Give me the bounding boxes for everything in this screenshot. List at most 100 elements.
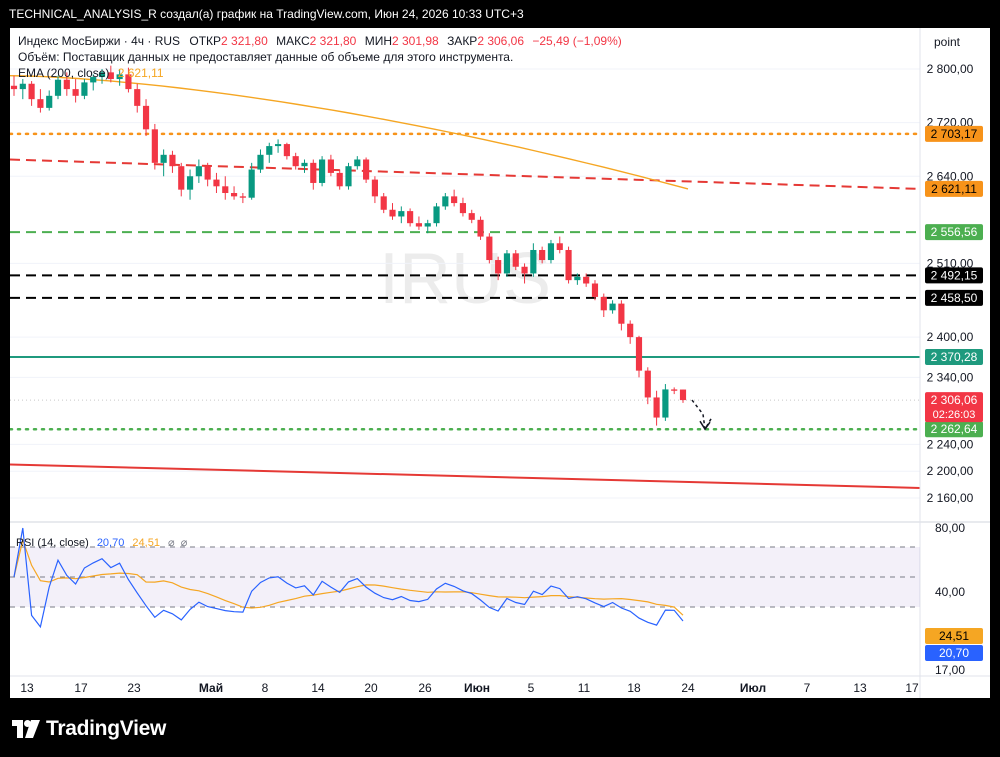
rsi-tick-label: 40,00 [935,585,965,599]
legend-volume-note: Объём: Поставщик данных не предоставляет… [18,50,513,64]
attribution-bar: TECHNICAL_ANALYSIS_R создал(а) график на… [0,0,1000,28]
price-tick-label: 2 200,00 [927,464,974,478]
level-line [10,463,921,489]
level-tags: 2 703,17 2 621,11 2 556,56 2 492,15 2 458,50… [925,125,983,438]
candle-body [46,95,53,108]
brand-name: TradingView [46,717,167,740]
rsi-axis[interactable]: 80,00 40,00 17,00 24,51 20,70 [925,521,983,677]
candle-body [98,72,106,78]
rsi-legend-text: RSI (14, close) 20,70 24,51 ⌀ ⌀ [16,537,188,549]
candle-body [107,72,114,80]
time-tick-label: 17 [905,681,919,695]
time-tick-label: 11 [578,681,591,695]
ema-200-line [10,75,689,190]
price-axis-unit[interactable]: point [934,35,961,49]
candle-body [28,83,35,100]
candle-body [503,253,511,274]
level-tag-label: 2 370,28 [931,350,978,364]
candle-body [239,196,246,198]
time-tick-label: Июн [464,681,490,695]
candle-body [671,389,678,391]
time-axis[interactable]: 13 17 23 Май 8 14 20 26 Июн 5 11 18 24 Июл 7 13 17 [20,681,919,695]
candle-body [363,159,370,180]
chart-panel[interactable]: IRUS point 2 800,00 2 720,00 2 640,00 2 510… [10,28,990,698]
candle-body [19,83,26,90]
rsi-ma-tag-label: 24,51 [939,629,969,643]
time-tick-label: 8 [262,681,269,695]
time-tick-label: 23 [127,681,141,695]
candle-body [274,144,282,147]
level-tag-label: 2 492,15 [931,268,978,282]
time-tick-label: 17 [74,681,88,695]
legend-symbol[interactable]: Индекс МосБиржи · 4ч · RUS ОТКР2 321,80 … [18,34,622,48]
price-tag-value: 2 306,06 [931,393,978,407]
level-tag-label: 2 458,50 [931,291,978,305]
candle-body [618,303,625,324]
candle-body [627,323,634,338]
price-tag-box [925,392,983,423]
time-tick-label: 13 [853,681,867,695]
attribution-text: TECHNICAL_ANALYSIS_R создал(а) график на… [9,7,524,21]
candle-body [125,74,132,90]
current-price-tag: 2 306,06 02:26:03 [925,392,983,423]
candle-body [63,79,70,90]
candle-body [380,196,387,210]
price-tick-label: 2 800,00 [927,62,974,76]
candle-body [160,154,167,163]
candle-body [415,223,423,227]
projection-arrowhead [699,420,711,431]
candle-body [54,79,62,96]
candle-body [451,196,458,204]
candle-body [371,179,378,197]
level-tag-label: 2 621,11 [931,182,977,196]
time-tick-label: 18 [627,681,641,695]
candle-body [151,129,158,163]
ema-line [10,75,689,190]
candle-body [583,276,590,284]
candle-body [635,337,643,371]
candle-body [90,77,97,83]
candle-body [230,193,238,197]
candle-body [345,166,352,187]
price-tag-countdown: 02:26:03 [933,409,976,421]
candle-body [512,253,519,267]
tradingview-logo-icon [12,720,40,738]
candle-body [142,105,150,130]
candle-body [134,89,141,106]
time-tick-label: 13 [20,681,34,695]
candle-body [222,186,229,194]
price-tick-label: 2 160,00 [927,491,974,505]
candle-body [609,303,616,311]
candle-body [10,85,18,90]
candle-body [495,260,502,274]
candle-body [521,266,528,274]
candle-body [539,249,546,261]
rsi-tick-label: 80,00 [935,521,965,535]
candle-body [72,89,79,96]
candle-body [556,243,563,250]
level-tag-label: 2 262,64 [931,422,978,436]
time-tick-label: Май [199,681,223,695]
price-chart[interactable]: IRUS point 2 800,002 720,002 640,002 510… [10,28,990,698]
candle-body [319,159,326,183]
candle-body [310,162,317,183]
rsi-legend[interactable]: RSI (14, close) 20,70 24,51 ⌀ ⌀ [16,537,188,549]
candles [10,65,687,426]
level-tag [925,289,983,306]
candle-body [407,211,414,224]
time-tick-label: 14 [311,681,325,695]
legend-ema[interactable]: EMA (200, close) 2 621,11 [18,66,164,80]
candle-body [169,154,176,167]
price-tick-label: 2 640,00 [927,169,974,183]
candle-body [213,179,220,187]
candle-body [565,249,572,281]
hidden-icon: ⌀ [168,537,175,549]
candle-body [424,223,431,227]
level-line [10,158,921,190]
candle-body [266,146,273,155]
level-tag [925,224,983,241]
candle-body [679,389,687,401]
candle-body [186,176,194,190]
level-tag-label: 2 703,17 [931,127,978,141]
rsi-ma-tag [925,628,983,644]
